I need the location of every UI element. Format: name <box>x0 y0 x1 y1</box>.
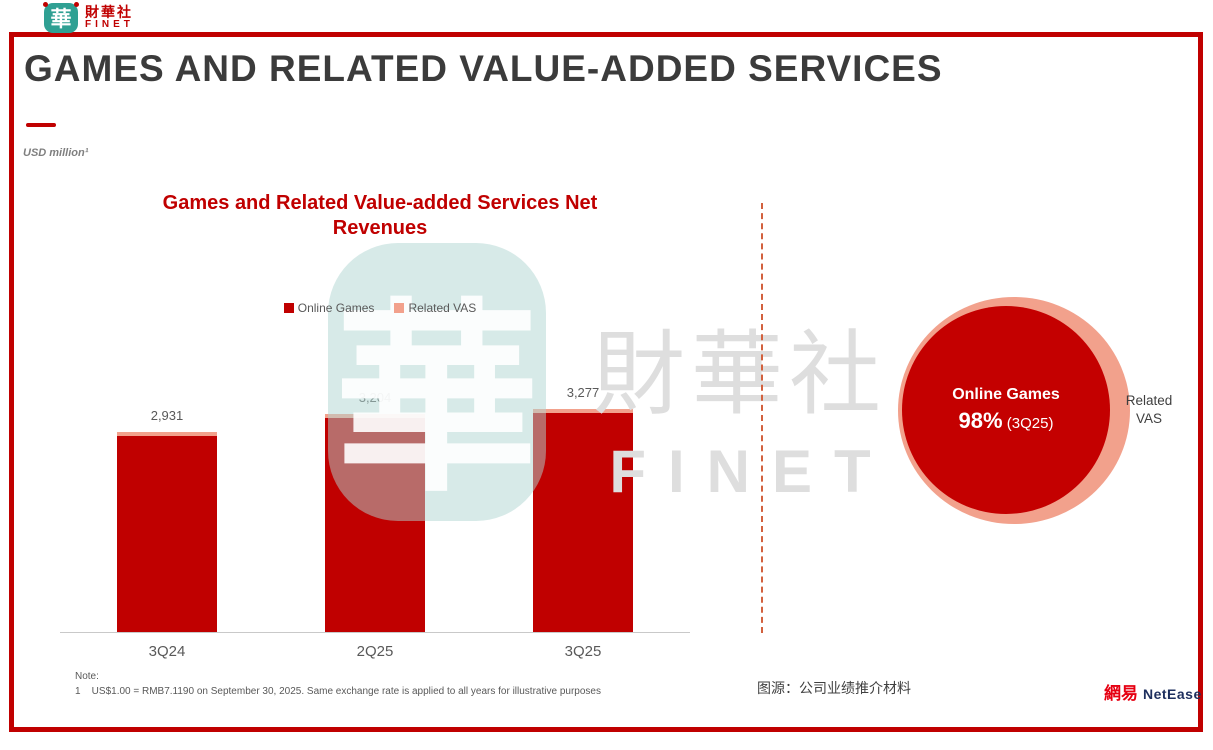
footnote-text: 1 US$1.00 = RMB7.1190 on September 30, 2… <box>75 685 601 697</box>
composition-inner-circle: Online Games 98% (3Q25) <box>902 306 1110 514</box>
chart-legend: Online Games Related VAS <box>140 301 620 315</box>
category-label: 3Q25 <box>564 643 602 660</box>
bar-total-label: 3,277 <box>566 385 600 400</box>
bar-stack <box>325 414 425 632</box>
composition-inner-value: 98% <box>958 408 1003 433</box>
bar-3Q25: 3,277 3Q25 <box>533 385 633 660</box>
bar-total-label: 3,204 <box>358 390 392 405</box>
finet-logo-glyph: 華 <box>50 8 72 31</box>
legend-item-online-games: Online Games <box>283 301 375 315</box>
source-caption: 图源：公司业绩推介材料 <box>757 680 911 696</box>
bar-total-label: 2,931 <box>150 408 184 423</box>
page-title: GAMES AND RELATED VALUE-ADDED SERVICES <box>24 48 943 89</box>
bar-segment-related-vas <box>533 409 633 413</box>
unit-label: USD million¹ <box>23 147 89 159</box>
legend-swatch-online-games <box>283 303 294 313</box>
composition-inner-period: (3Q25) <box>1006 415 1054 432</box>
finet-logo-name-en: FINET <box>85 19 134 31</box>
section-divider-dashed <box>761 203 763 633</box>
bar-segment-related-vas <box>117 432 217 436</box>
composition-inner-value-line: 98% (3Q25) <box>959 408 1054 434</box>
chart-title: Games and Related Value-added Services N… <box>162 192 598 239</box>
finet-logo: 華 財華社 FINET <box>43 2 134 33</box>
footnote: Note: 1 US$1.00 = RMB7.1190 on September… <box>75 670 601 699</box>
bar-segment-online-games <box>533 413 633 632</box>
legend-label-related-vas: Related VAS <box>408 301 477 315</box>
netease-logo-cn: 網易 <box>1104 684 1138 703</box>
finet-logo-name-cn: 財華社 <box>85 4 133 21</box>
bar-stack <box>533 409 633 632</box>
category-label: 2Q25 <box>356 643 394 660</box>
legend-swatch-related-vas <box>394 303 405 313</box>
bar-chart-plot: 2,931 3Q24 3,204 2Q25 3,277 3Q25 <box>60 340 690 660</box>
composition-outer-label: Related VAS <box>1125 393 1173 426</box>
bar-stack <box>117 432 217 632</box>
finet-logo-icon: 華 <box>43 2 79 33</box>
bar-segment-online-games <box>325 418 425 632</box>
category-label: 3Q24 <box>148 643 186 660</box>
composition-inner-label: Online Games <box>952 386 1060 403</box>
netease-logo: 網易 NetEase <box>1104 679 1202 704</box>
bar-3Q24: 2,931 3Q24 <box>117 408 217 660</box>
bar-segment-online-games <box>117 436 217 632</box>
finet-logo-text: 財華社 FINET <box>85 5 134 30</box>
legend-label-online-games: Online Games <box>297 301 375 315</box>
bar-2Q25: 3,204 2Q25 <box>325 390 425 660</box>
footnote-label: Note: <box>75 671 99 682</box>
netease-logo-en: NetEase <box>1143 686 1202 702</box>
title-underline <box>26 123 56 127</box>
legend-item-related-vas: Related VAS <box>394 301 476 315</box>
